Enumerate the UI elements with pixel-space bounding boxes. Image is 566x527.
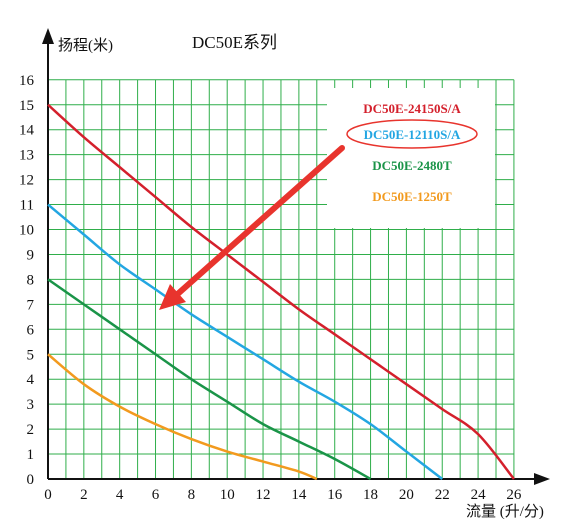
y-tick-label: 13 bbox=[19, 148, 34, 164]
legend: DC50E-24150S/A DC50E-12110S/A DC50E-2480T D… bbox=[363, 101, 461, 204]
y-axis-arrowhead bbox=[42, 28, 54, 44]
annotation-arrow-shaft bbox=[169, 145, 345, 302]
legend-box bbox=[327, 88, 495, 228]
x-tick-label: 24 bbox=[471, 487, 487, 503]
legend-entry: DC50E-2480T bbox=[372, 158, 452, 173]
annotations bbox=[159, 119, 478, 310]
x-tick-label: 10 bbox=[220, 487, 235, 503]
legend-entry: DC50E-24150S/A bbox=[363, 101, 461, 116]
series-line bbox=[47, 203, 443, 480]
y-tick-label: 10 bbox=[19, 223, 34, 239]
y-tick-label: 3 bbox=[27, 397, 35, 413]
x-tick-label: 16 bbox=[327, 487, 343, 503]
series-line bbox=[47, 103, 515, 480]
x-tick-label: 4 bbox=[116, 487, 124, 503]
y-tick-label: 6 bbox=[27, 322, 35, 338]
tick-labels: 0 2 4 6 8 10 12 14 16 18 20 22 24 2601234567891011121… bbox=[19, 73, 522, 503]
y-tick-label: 14 bbox=[19, 123, 35, 139]
y-tick-label: 1 bbox=[27, 447, 35, 463]
x-axis-arrowhead bbox=[534, 473, 550, 485]
x-tick-label: 18 bbox=[363, 487, 378, 503]
y-tick-label: 9 bbox=[27, 247, 35, 263]
x-tick-label: 0 bbox=[44, 487, 52, 503]
x-tick-label: 8 bbox=[188, 487, 196, 503]
legend-entry: DC50E-12110S/A bbox=[364, 127, 461, 142]
x-tick-label: 14 bbox=[291, 487, 307, 503]
x-tick-label: 2 bbox=[80, 487, 88, 503]
x-axis-label: 流量 (升/分) bbox=[466, 503, 544, 520]
y-axis-label: 扬程(米) bbox=[58, 37, 113, 54]
y-tick-label: 5 bbox=[27, 347, 35, 363]
legend-entry: DC50E-1250T bbox=[372, 189, 452, 204]
annotation-arrowhead bbox=[159, 284, 186, 310]
y-tick-label: 16 bbox=[19, 73, 35, 89]
axes bbox=[42, 28, 550, 485]
x-tick-label: 20 bbox=[399, 487, 414, 503]
y-tick-label: 12 bbox=[19, 173, 34, 189]
highlight-ellipse bbox=[346, 119, 478, 149]
y-tick-label: 4 bbox=[27, 372, 35, 388]
y-tick-label: 8 bbox=[27, 272, 35, 288]
y-tick-label: 2 bbox=[27, 422, 35, 438]
y-tick-label: 0 bbox=[27, 472, 35, 488]
y-tick-label: 11 bbox=[20, 198, 34, 214]
series-line bbox=[47, 353, 318, 481]
x-tick-label: 12 bbox=[256, 487, 271, 503]
x-tick-label: 6 bbox=[152, 487, 160, 503]
y-tick-label: 7 bbox=[27, 297, 35, 313]
chart-title: DC50E系列 bbox=[192, 33, 277, 52]
y-tick-label: 15 bbox=[19, 98, 34, 114]
series-line bbox=[47, 278, 372, 481]
x-tick-label: 26 bbox=[506, 487, 522, 503]
x-tick-label: 22 bbox=[435, 487, 450, 503]
curves bbox=[47, 103, 515, 481]
